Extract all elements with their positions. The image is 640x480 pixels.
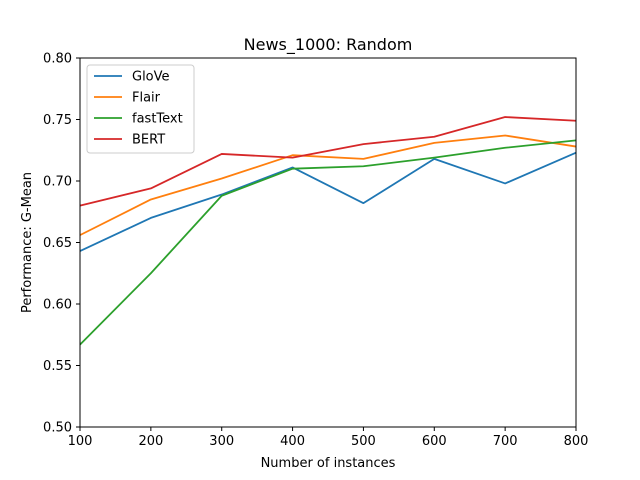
- series-line-fasttext: [79, 139, 577, 346]
- y-axis-label: Performance: G-Mean: [20, 172, 35, 313]
- y-tick-label: 0.60: [43, 298, 72, 313]
- y-tick-label: 0.80: [43, 52, 72, 67]
- x-tick-label: 400: [280, 434, 305, 449]
- x-tick-label: 600: [422, 434, 447, 449]
- series-line-flair: [79, 134, 577, 236]
- x-tick-label: 700: [493, 434, 518, 449]
- y-axis: 0.50 0.55 0.60 0.65 0.70 0.75 0.80: [43, 52, 80, 436]
- x-tick-label: 200: [138, 434, 163, 449]
- x-axis: 100 200 300 400 500 600 700 800: [68, 427, 589, 449]
- series-line-bert: [79, 116, 577, 207]
- series-line-glove: [79, 151, 577, 252]
- series-lines: [79, 116, 577, 346]
- y-tick-label: 0.65: [43, 236, 72, 251]
- legend: GloVe Flair fastText BERT: [86, 64, 195, 154]
- x-tick-label: 500: [351, 434, 376, 449]
- x-axis-label: Number of instances: [261, 456, 396, 471]
- y-tick-label: 0.50: [43, 421, 72, 436]
- y-tick-label: 0.55: [43, 359, 72, 374]
- legend-label-flair: Flair: [132, 91, 161, 106]
- x-tick-label: 300: [209, 434, 234, 449]
- legend-label-fasttext: fastText: [132, 112, 183, 127]
- legend-label-glove: GloVe: [132, 70, 170, 85]
- chart-title: News_1000: Random: [244, 35, 413, 55]
- legend-box: [86, 64, 195, 154]
- y-tick-label: 0.70: [43, 175, 72, 190]
- legend-label-bert: BERT: [132, 133, 165, 148]
- x-tick-label: 100: [68, 434, 93, 449]
- y-tick-label: 0.75: [43, 113, 72, 128]
- x-tick-label: 800: [564, 434, 589, 449]
